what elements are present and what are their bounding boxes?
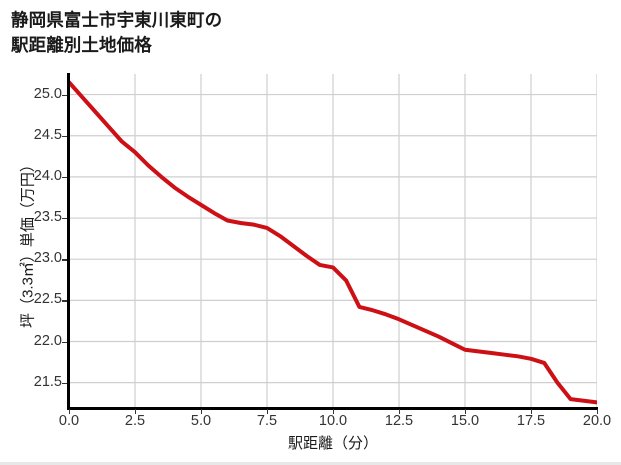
chart-title: 静岡県富士市宇東川東町の 駅距離別土地価格: [11, 10, 223, 55]
y-tick-mark: [62, 218, 67, 220]
figure-bottom-edge: [0, 462, 621, 465]
x-tick-mark: [465, 409, 467, 414]
x-tick-label: 7.5: [256, 413, 278, 429]
x-tick-mark: [201, 409, 203, 414]
x-axis-title: 駅距離（分）: [287, 435, 378, 452]
y-tick-label: 22.0: [33, 332, 62, 349]
x-tick-label: 15.0: [450, 413, 480, 429]
x-tick-label: 5.0: [190, 413, 212, 429]
data-line-layer: [69, 80, 597, 405]
y-tick-label: 25.0: [33, 85, 62, 102]
x-tick-mark: [69, 409, 71, 414]
y-tick-label: 24.5: [33, 126, 62, 143]
x-tick-mark: [267, 409, 269, 414]
x-tick-label: 17.5: [516, 413, 546, 429]
x-tick-label: 12.5: [384, 413, 414, 429]
x-tick-label: 10.0: [318, 413, 348, 429]
y-tick-mark: [62, 300, 67, 302]
y-tick-label: 21.5: [33, 373, 62, 390]
y-axis-spine: [67, 73, 70, 410]
y-tick-mark: [62, 94, 67, 96]
y-tick-mark: [62, 176, 67, 179]
y-tick-mark: [62, 259, 67, 261]
grid-lines: [69, 74, 597, 409]
x-tick-mark: [531, 409, 533, 414]
price-line-series: [69, 80, 597, 405]
y-tick-mark: [62, 382, 67, 385]
y-tick-label: 23.0: [33, 250, 62, 267]
x-tick-mark: [333, 409, 335, 414]
y-tick-mark: [62, 341, 67, 343]
y-tick-label: 22.5: [33, 291, 62, 308]
x-tick-label: 0.0: [58, 413, 80, 429]
y-tick-label: 23.5: [33, 209, 62, 226]
y-tick-mark: [62, 135, 67, 138]
plot-canvas: [69, 74, 597, 409]
x-tick-mark: [135, 409, 137, 414]
y-axis-title: 坪（3.3㎡）単価（万円）: [19, 157, 37, 328]
x-tick-label: 20.0: [582, 413, 612, 429]
y-tick-label: 24.0: [33, 167, 62, 184]
plot-area: [69, 74, 597, 409]
x-axis-spine: [67, 407, 598, 410]
x-tick-mark: [597, 409, 599, 414]
y-axis-tick-labels: 21.5 22.0 22.5 23.0 23.5 24.0 24.5 25.0: [8, 0, 62, 465]
x-tick-mark: [399, 409, 401, 414]
x-tick-label: 2.5: [124, 413, 146, 429]
